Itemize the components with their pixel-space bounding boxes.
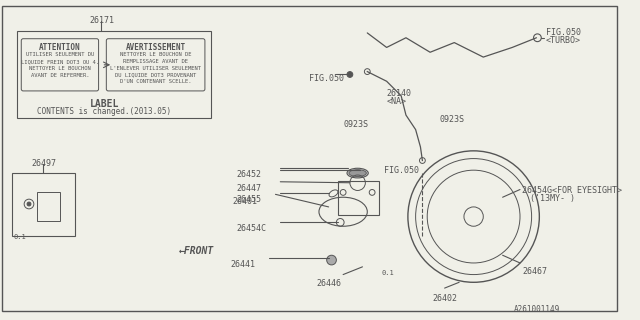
Text: 0.1: 0.1: [382, 270, 394, 276]
Text: 26455: 26455: [237, 195, 262, 204]
Text: <NA>: <NA>: [387, 97, 406, 106]
Text: AVERTISSEMENT: AVERTISSEMENT: [125, 43, 186, 52]
Text: FIG.050: FIG.050: [309, 74, 344, 83]
Text: REMPLISSAGE AVANT DE: REMPLISSAGE AVANT DE: [123, 59, 188, 64]
Text: UTILISER SEULEMENT DU: UTILISER SEULEMENT DU: [26, 52, 94, 57]
Text: 26446: 26446: [316, 279, 341, 288]
Text: <TURBO>: <TURBO>: [546, 36, 581, 45]
Text: 26402: 26402: [432, 294, 457, 303]
Text: NETTOYER LE BOUCHON DE: NETTOYER LE BOUCHON DE: [120, 52, 191, 57]
Text: 26467: 26467: [522, 267, 547, 276]
Text: NETTOYER LE BOUCHON: NETTOYER LE BOUCHON: [29, 66, 91, 71]
Text: 26140: 26140: [387, 89, 412, 98]
Text: ('13MY- ): ('13MY- ): [530, 194, 575, 203]
Bar: [17, 31, 211, 118]
Bar: [36, 192, 60, 221]
Text: FIG.050: FIG.050: [546, 28, 581, 37]
Text: AVANT DE REFERMER.: AVANT DE REFERMER.: [31, 73, 89, 77]
Ellipse shape: [349, 170, 366, 176]
Text: 0923S: 0923S: [343, 120, 368, 129]
Text: DU LIQUIDE DOT3 PROVENANT: DU LIQUIDE DOT3 PROVENANT: [115, 73, 196, 77]
Text: FIG.050: FIG.050: [383, 166, 419, 175]
Text: D'UN CONTENANT SCELLE.: D'UN CONTENANT SCELLE.: [120, 79, 191, 84]
Text: 26441: 26441: [230, 260, 255, 269]
Text: 0923S: 0923S: [440, 115, 465, 124]
Text: 26497: 26497: [31, 159, 56, 168]
Text: ←FRONT: ←FRONT: [179, 245, 214, 256]
Text: CONTENTS is changed.(2013.05): CONTENTS is changed.(2013.05): [37, 107, 172, 116]
Bar: [12, 173, 76, 236]
Circle shape: [27, 202, 31, 206]
Bar: [339, 181, 379, 215]
Text: A261001149: A261001149: [515, 306, 561, 315]
Text: 26171: 26171: [89, 16, 114, 25]
Circle shape: [347, 72, 353, 77]
Text: 26454C: 26454C: [237, 224, 267, 233]
Text: LIQUIDE FREIN DOT3 OU 4.: LIQUIDE FREIN DOT3 OU 4.: [21, 59, 99, 64]
Text: 26452: 26452: [237, 170, 262, 179]
Ellipse shape: [347, 168, 368, 178]
Text: ATTENTION: ATTENTION: [39, 43, 81, 52]
Text: 0.1: 0.1: [13, 234, 26, 240]
Text: 26401: 26401: [232, 197, 257, 206]
Circle shape: [326, 255, 337, 265]
Text: 26454G<FOR EYESIGHT>: 26454G<FOR EYESIGHT>: [522, 186, 622, 195]
Text: L'ENLEVER UTILISER SEULEMENT: L'ENLEVER UTILISER SEULEMENT: [110, 66, 201, 71]
Text: 26447: 26447: [237, 184, 262, 193]
Text: LABEL: LABEL: [90, 99, 119, 109]
